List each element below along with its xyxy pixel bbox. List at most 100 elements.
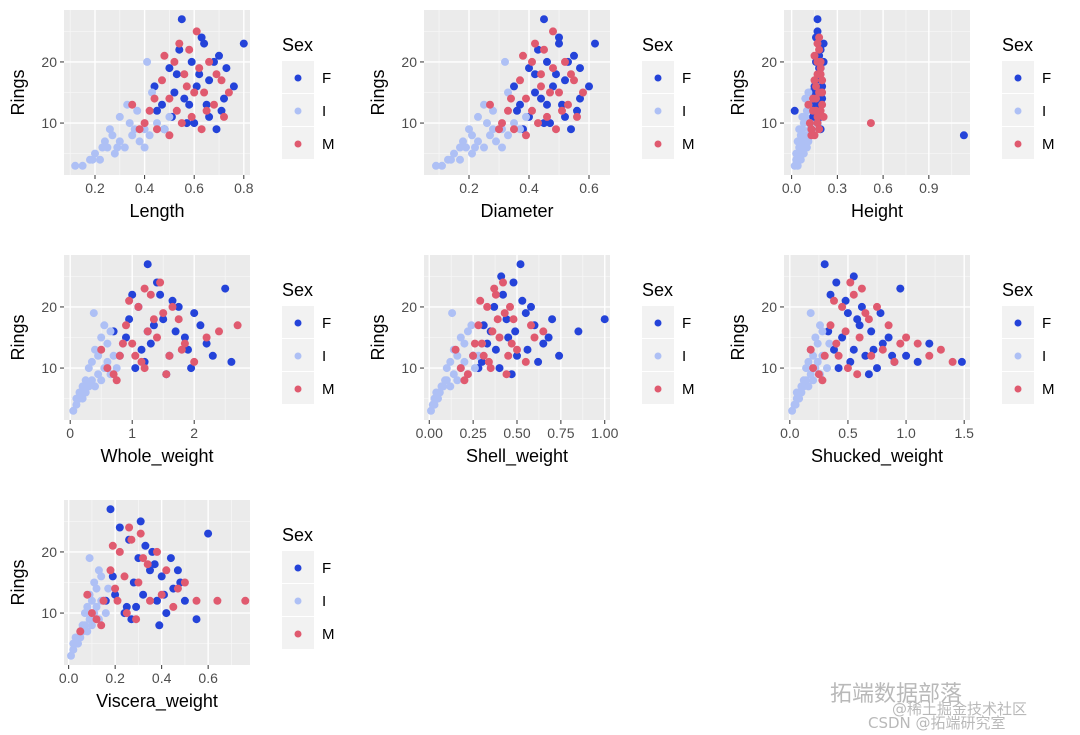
legend-swatch-I — [654, 107, 662, 115]
data-point-M — [841, 327, 850, 336]
data-point-M — [493, 315, 502, 324]
data-point-F — [165, 64, 174, 73]
data-point-I — [806, 370, 815, 379]
x-axis-title: Diameter — [480, 201, 553, 221]
y-tick-label: 10 — [41, 115, 57, 131]
data-point-F — [170, 88, 179, 97]
legend-swatch-M — [654, 140, 662, 148]
data-point-I — [804, 382, 813, 391]
data-point-M — [564, 100, 572, 109]
data-point-M — [813, 39, 822, 48]
data-point-F — [146, 566, 154, 575]
data-point-M — [540, 45, 548, 54]
data-point-I — [492, 137, 500, 146]
data-point-M — [120, 572, 129, 581]
y-tick-label: 20 — [401, 54, 417, 70]
data-point-M — [838, 302, 847, 311]
data-point-F — [162, 609, 171, 618]
data-point-F — [818, 94, 827, 103]
legend-swatch-I — [654, 352, 662, 360]
data-point-I — [97, 333, 106, 342]
data-point-M — [866, 119, 875, 128]
data-point-I — [446, 382, 455, 391]
legend-swatch-I — [294, 352, 302, 360]
data-point-I — [798, 112, 807, 121]
data-point-F — [834, 364, 843, 373]
data-point-M — [925, 351, 934, 360]
data-point-F — [525, 64, 533, 73]
data-point-F — [534, 45, 542, 54]
data-point-M — [573, 112, 581, 121]
y-tick-label: 10 — [401, 115, 417, 131]
data-point-F — [208, 351, 217, 360]
data-point-M — [834, 351, 843, 360]
data-point-I — [799, 376, 808, 385]
data-point-I — [793, 137, 802, 146]
data-point-M — [185, 45, 194, 54]
data-point-M — [212, 70, 221, 79]
data-point-F — [159, 315, 168, 324]
legend-label-M: M — [1042, 381, 1055, 398]
data-point-I — [449, 370, 458, 379]
data-point-F — [490, 302, 499, 311]
data-point-I — [145, 131, 154, 140]
data-point-M — [156, 278, 165, 287]
panel-diameter: 0.2 0.4 0.6 10 20 Diameter Rings Sex FIM — [368, 10, 695, 221]
data-point-F — [853, 315, 862, 324]
data-point-F — [125, 315, 134, 324]
data-point-M — [502, 370, 511, 379]
data-point-F — [548, 315, 557, 324]
data-point-M — [220, 112, 228, 121]
data-point-M — [507, 94, 515, 103]
data-point-I — [825, 339, 834, 348]
data-point-F — [202, 100, 211, 109]
x-tick-label: 0.75 — [547, 425, 574, 441]
data-point-F — [558, 100, 566, 109]
data-point-M — [83, 590, 92, 599]
data-point-M — [890, 357, 899, 366]
data-point-M — [570, 76, 578, 85]
data-point-I — [809, 351, 818, 360]
data-point-M — [507, 339, 516, 348]
data-point-F — [540, 15, 548, 24]
data-point-I — [804, 137, 813, 146]
data-point-I — [140, 143, 149, 152]
data-point-M — [118, 339, 127, 348]
data-point-M — [498, 119, 506, 128]
legend-label-F: F — [682, 70, 691, 87]
data-point-M — [812, 106, 820, 115]
data-point-F — [132, 602, 141, 611]
legend: Sex FIM — [282, 525, 335, 649]
data-point-F — [128, 290, 137, 299]
data-point-F — [190, 309, 199, 318]
data-point-F — [539, 339, 548, 348]
data-point-M — [813, 112, 822, 121]
data-point-M — [165, 94, 174, 103]
data-point-M — [202, 106, 211, 115]
panel-shucked_weight: 0.0 0.5 1.0 1.5 10 20 Shucked_weight Rings Sex FI… — [728, 255, 1055, 467]
data-point-F — [205, 76, 214, 85]
data-point-I — [806, 309, 815, 318]
data-point-M — [806, 345, 815, 354]
data-point-F — [180, 596, 189, 605]
data-point-I — [430, 400, 439, 409]
data-point-I — [83, 602, 92, 611]
data-point-M — [913, 339, 922, 348]
data-point-F — [561, 112, 569, 121]
data-point-F — [818, 82, 827, 91]
x-axis-title: Whole_weight — [100, 446, 213, 467]
data-point-M — [539, 327, 548, 336]
data-point-M — [810, 76, 819, 85]
data-point-M — [488, 327, 497, 336]
data-point-I — [112, 364, 121, 373]
data-point-M — [476, 296, 485, 305]
data-point-M — [543, 112, 551, 121]
x-tick-label: 0.0 — [59, 670, 79, 686]
data-point-I — [799, 149, 808, 158]
legend-title: Sex — [642, 35, 673, 55]
data-point-F — [841, 296, 850, 305]
x-tick-label: 0.6 — [184, 180, 204, 196]
data-point-F — [141, 541, 150, 550]
legend-label-F: F — [322, 560, 331, 577]
data-point-M — [936, 345, 945, 354]
